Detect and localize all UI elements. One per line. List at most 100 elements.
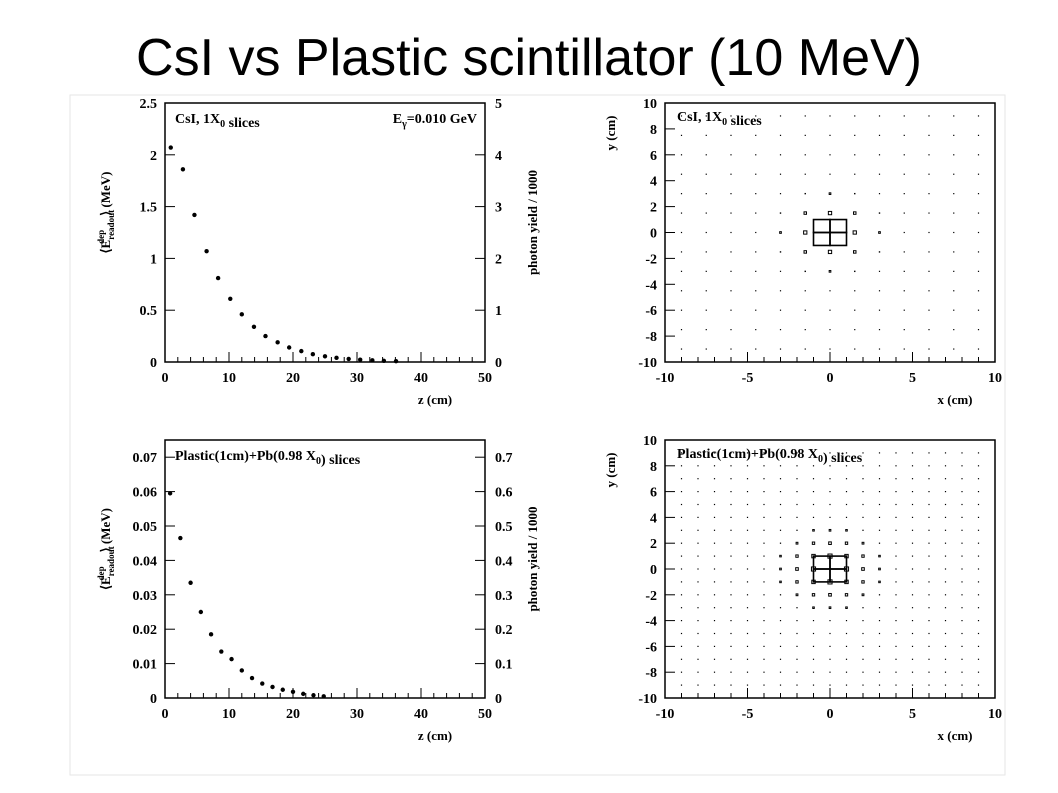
- p0-y-right-tick-label: 1: [495, 304, 502, 319]
- m3-energy-cell: [845, 452, 848, 454]
- m3-energy-cell: [779, 620, 782, 622]
- m3-energy-cell: [944, 465, 947, 467]
- p0-y-tick-label: 1.5: [140, 201, 158, 216]
- m3-energy-cell: [895, 684, 897, 686]
- m1-energy-cell: [779, 348, 782, 350]
- m3-energy-cell: [845, 465, 848, 467]
- m3-energy-cell: [713, 568, 716, 570]
- m3-energy-cell: [697, 658, 699, 660]
- m3-energy-cell: [746, 503, 749, 506]
- m1-energy-cell: [878, 212, 881, 214]
- m3-energy-cell: [680, 542, 683, 544]
- m3-energy-cell: [680, 516, 683, 518]
- m3-energy-cell: [697, 594, 699, 596]
- m1-energy-cell: [854, 329, 856, 331]
- p2-y-right-tick-label: 0.6: [495, 486, 513, 501]
- p2-data-point: [229, 656, 234, 662]
- m3-energy-cell: [961, 452, 963, 454]
- m1-energy-cell: [705, 115, 707, 117]
- m3-energy-cell: [812, 645, 815, 647]
- m3-energy-cell: [713, 684, 716, 686]
- m3-y-tick-label: 8: [650, 460, 657, 475]
- m1-energy-cell: [804, 134, 806, 136]
- p2-y-tick-label: 0.02: [133, 623, 158, 638]
- m3-energy-cell: [944, 658, 947, 660]
- m3-energy-cell: [730, 594, 732, 596]
- m3-energy-cell: [829, 465, 831, 467]
- m3-energy-cell: [878, 491, 881, 493]
- m1-energy-cell: [804, 154, 806, 156]
- m3-energy-cell: [911, 632, 914, 635]
- m1-energy-cell: [705, 348, 707, 350]
- p0-data-point: [334, 355, 339, 361]
- m1-energy-cell: [878, 348, 881, 350]
- m3-energy-cell: [944, 607, 947, 609]
- m3-energy-cell: [829, 671, 831, 673]
- p2-y-right-tick-label: 0.1: [495, 658, 513, 673]
- m3-energy-cell: [928, 568, 930, 570]
- m1-energy-cell: [953, 212, 955, 214]
- m3-energy-cell: [928, 491, 930, 493]
- m3-y-tick-label: 4: [650, 511, 657, 526]
- m3-energy-cell: [730, 529, 732, 531]
- m1-energy-cell: [680, 348, 683, 350]
- m3-energy-cell: [895, 568, 897, 570]
- p2-data-point: [301, 691, 306, 697]
- m3-energy-cell: [862, 465, 864, 467]
- p2-data-point: [219, 649, 224, 654]
- p2-y-right-tick-label: 0.5: [495, 520, 513, 535]
- m3-energy-cell: [977, 555, 980, 557]
- m1-energy-cell: [680, 154, 683, 156]
- m1-energy-cell: [755, 173, 757, 175]
- m3-energy-cell: [928, 452, 930, 454]
- p2-data-point: [311, 693, 316, 698]
- m1-energy-cell: [928, 329, 930, 331]
- m1-energy-cell: [928, 154, 930, 156]
- p0-data-point: [275, 340, 280, 345]
- m3-energy-cell: [746, 645, 749, 647]
- m1-energy-cell: [829, 329, 831, 331]
- m3-energy-cell: [795, 580, 799, 584]
- m3-energy-cell: [961, 620, 963, 622]
- p2-panel-title: Plastic(1cm)+Pb(0.98 X0) slices: [175, 449, 361, 468]
- m1-energy-cell: [854, 270, 856, 273]
- m1-y-tick-label: 6: [650, 149, 657, 164]
- m3-energy-cell: [895, 516, 897, 518]
- p0-data-point: [215, 275, 221, 281]
- m3-energy-cell: [796, 632, 798, 635]
- m3-energy-cell: [977, 581, 980, 583]
- m3-energy-cell: [961, 632, 963, 635]
- m3-energy-cell: [878, 542, 881, 544]
- p2-y-right-tick-label: 0.2: [495, 623, 513, 638]
- m3-energy-cell: [895, 542, 897, 544]
- m3-energy-cell: [944, 581, 947, 583]
- m3-energy-cell: [680, 452, 683, 454]
- m3-energy-cell: [977, 516, 980, 518]
- m3-energy-cell: [944, 594, 947, 596]
- m3-x-tick-label: 0: [827, 707, 834, 722]
- m3-energy-cell: [944, 503, 947, 506]
- m1-energy-cell: [705, 193, 707, 195]
- m3-energy-cell: [796, 684, 798, 686]
- m1-energy-cell: [705, 251, 707, 253]
- m3-energy-cell: [730, 607, 732, 609]
- m3-energy-cell: [961, 684, 963, 686]
- m3-energy-cell: [829, 503, 831, 506]
- m3-energy-cell: [763, 645, 765, 647]
- m3-energy-cell: [862, 645, 864, 647]
- p0-data-point: [346, 356, 351, 362]
- p0-data-point: [299, 348, 304, 354]
- m3-energy-cell: [977, 632, 980, 635]
- m3-energy-cell: [730, 465, 732, 467]
- m1-energy-cell: [878, 231, 881, 234]
- m3-energy-cell: [961, 542, 963, 544]
- m3-energy-cell: [779, 684, 782, 686]
- m1-energy-cell: [730, 290, 732, 292]
- m1-y-tick-label: 10: [643, 97, 657, 112]
- m1-energy-cell: [730, 154, 732, 156]
- m3-energy-cell: [730, 684, 732, 686]
- m1-energy-cell: [853, 211, 857, 215]
- m1-energy-cell: [779, 193, 782, 195]
- m3-energy-cell: [730, 491, 732, 493]
- m3-energy-cell: [730, 452, 732, 454]
